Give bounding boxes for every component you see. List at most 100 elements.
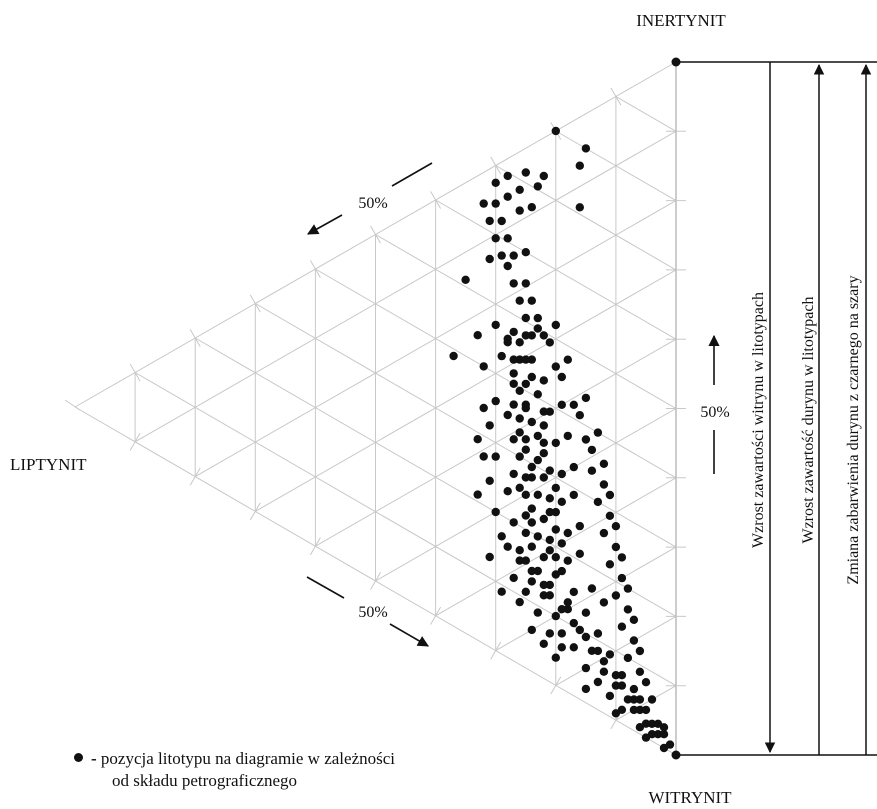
data-point bbox=[539, 591, 548, 600]
arrow-line bbox=[306, 576, 345, 599]
data-point bbox=[527, 462, 536, 472]
tick-mark bbox=[309, 537, 321, 556]
data-point bbox=[503, 261, 512, 271]
legend: - pozycja litotypu na diagramie w zależn… bbox=[74, 748, 395, 792]
tick-mark bbox=[129, 363, 141, 382]
data-point bbox=[557, 539, 566, 548]
data-point bbox=[611, 542, 621, 552]
data-point bbox=[593, 646, 603, 656]
data-point bbox=[557, 566, 566, 576]
data-point bbox=[533, 532, 542, 541]
data-point bbox=[563, 431, 572, 441]
data-point bbox=[515, 206, 524, 215]
data-point bbox=[527, 625, 536, 635]
data-point bbox=[551, 611, 560, 621]
data-point bbox=[599, 657, 609, 666]
data-point bbox=[587, 445, 597, 455]
data-point bbox=[521, 473, 530, 482]
data-point bbox=[551, 553, 560, 562]
data-point bbox=[497, 351, 506, 361]
data-point bbox=[545, 546, 554, 555]
data-point bbox=[623, 695, 633, 704]
data-point bbox=[539, 407, 548, 416]
data-point bbox=[521, 379, 530, 389]
grid-line bbox=[134, 372, 677, 687]
data-point bbox=[527, 566, 536, 576]
data-point bbox=[593, 428, 603, 437]
data-point bbox=[647, 719, 657, 728]
percent-label-right: 50% bbox=[700, 404, 729, 421]
data-point bbox=[551, 438, 560, 448]
data-point bbox=[557, 497, 566, 506]
data-point bbox=[629, 615, 639, 624]
data-point bbox=[575, 411, 584, 420]
data-point bbox=[587, 646, 597, 655]
data-point bbox=[641, 678, 651, 687]
tick-mark bbox=[189, 329, 201, 347]
data-point bbox=[545, 535, 554, 545]
legend-dash: - bbox=[91, 749, 97, 768]
data-point bbox=[587, 584, 597, 593]
data-point bbox=[575, 521, 584, 531]
data-point bbox=[509, 573, 518, 583]
data-point bbox=[575, 625, 584, 635]
data-point bbox=[653, 730, 663, 739]
data-point bbox=[449, 351, 458, 361]
data-point bbox=[497, 587, 506, 596]
data-point bbox=[617, 622, 627, 631]
data-point bbox=[539, 438, 548, 447]
data-point bbox=[509, 369, 518, 378]
data-point bbox=[503, 171, 512, 181]
data-point bbox=[473, 435, 482, 444]
arrow-left-up bbox=[307, 214, 343, 235]
legend-line-1: - pozycja litotypu na diagramie w zależn… bbox=[74, 748, 395, 770]
data-point bbox=[527, 473, 536, 482]
data-point bbox=[563, 556, 572, 565]
data-point bbox=[527, 518, 536, 527]
data-point bbox=[599, 667, 609, 676]
data-point bbox=[515, 185, 524, 194]
data-point bbox=[521, 279, 530, 288]
data-point bbox=[515, 597, 524, 607]
data-point bbox=[515, 355, 524, 364]
data-point bbox=[521, 313, 530, 323]
data-point bbox=[527, 542, 536, 551]
data-point bbox=[527, 372, 536, 382]
data-point bbox=[497, 532, 506, 541]
data-point bbox=[557, 469, 566, 479]
data-point bbox=[551, 362, 560, 371]
data-point bbox=[527, 355, 536, 364]
data-point bbox=[635, 723, 645, 732]
data-point bbox=[545, 407, 554, 416]
data-point bbox=[605, 691, 615, 701]
data-point bbox=[491, 452, 500, 461]
data-point bbox=[503, 542, 512, 551]
data-point bbox=[569, 643, 578, 652]
tick-mark bbox=[370, 572, 381, 590]
data-point bbox=[605, 490, 615, 500]
data-point bbox=[563, 355, 572, 364]
data-point bbox=[551, 126, 560, 136]
data-point bbox=[563, 528, 572, 538]
data-point bbox=[593, 629, 603, 638]
data-point bbox=[533, 324, 542, 333]
data-point bbox=[521, 435, 530, 444]
data-point bbox=[581, 663, 591, 673]
data-point bbox=[599, 459, 609, 468]
data-point bbox=[539, 449, 548, 458]
data-point bbox=[521, 331, 530, 340]
data-point bbox=[539, 580, 548, 590]
data-point bbox=[623, 653, 633, 663]
data-point bbox=[545, 591, 554, 600]
data-point bbox=[635, 667, 645, 676]
data-point bbox=[533, 313, 542, 323]
percent-label-lower-left: 50% bbox=[358, 604, 387, 621]
data-point bbox=[623, 584, 633, 593]
data-point bbox=[629, 695, 639, 704]
data-point bbox=[515, 386, 524, 395]
data-point bbox=[623, 605, 633, 614]
percent-arrows bbox=[306, 162, 720, 647]
data-point bbox=[515, 296, 524, 305]
vertex-tick bbox=[64, 399, 81, 411]
data-point bbox=[479, 362, 488, 371]
